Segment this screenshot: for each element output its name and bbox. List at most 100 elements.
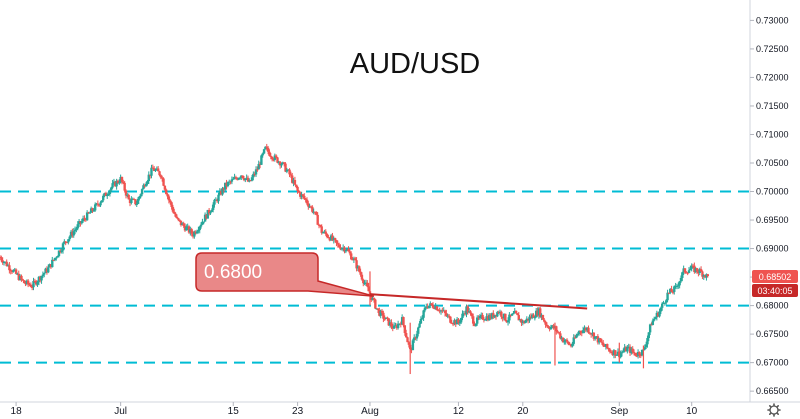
candle-body — [636, 352, 640, 356]
x-tick-label: 12 — [453, 406, 465, 417]
candle-body — [666, 292, 669, 301]
candle-body — [233, 177, 236, 179]
candle-body — [591, 332, 594, 335]
candle-body — [337, 244, 341, 248]
candle-body — [506, 320, 510, 323]
price-axis[interactable]: 0.73000 0.72500 0.72000 0.71500 0.71000 0.705… — [750, 15, 789, 396]
candle-body — [0, 257, 3, 261]
candle-body — [347, 249, 350, 252]
candle-body — [97, 204, 101, 206]
candle-body — [258, 163, 262, 165]
candle-body — [228, 181, 231, 183]
candle-body — [509, 314, 512, 316]
candle-body — [321, 232, 325, 234]
candle-body — [433, 307, 436, 309]
candle-body — [6, 265, 10, 267]
candle-body — [559, 333, 562, 339]
candle-body — [520, 319, 523, 323]
candle-body — [112, 181, 116, 184]
candle-body — [144, 183, 148, 187]
candle-body — [60, 250, 63, 252]
candle-body — [179, 220, 183, 226]
candle-body — [103, 193, 106, 196]
candle-body — [293, 180, 297, 185]
candle-body — [376, 308, 380, 310]
candle-body — [34, 281, 38, 285]
candle-body — [122, 181, 125, 183]
candle-body — [398, 323, 401, 325]
candle-body — [380, 310, 384, 313]
candle-body — [276, 157, 279, 163]
candle-body — [40, 276, 43, 281]
candle-body — [80, 221, 83, 224]
time-axis[interactable]: 18 Jul 15 23 Aug 12 20 Sep 10 — [11, 402, 698, 417]
candle-body — [16, 273, 19, 275]
candle-body — [686, 272, 689, 274]
candle-body — [529, 316, 533, 318]
candle-body — [364, 282, 368, 284]
candle-body — [463, 313, 467, 315]
candle-body — [284, 163, 287, 172]
candle-body — [26, 280, 30, 285]
gear-icon[interactable] — [767, 403, 781, 417]
candle-body — [378, 309, 381, 316]
candle-body — [305, 199, 309, 204]
candle-body — [104, 193, 108, 197]
x-tick-label: 18 — [11, 406, 23, 417]
candle-body — [240, 175, 243, 178]
candle-body — [12, 270, 15, 273]
candle-body — [513, 310, 516, 314]
candle-body — [53, 257, 57, 261]
candle-body — [257, 163, 260, 170]
candle-body — [248, 180, 251, 182]
candle-body — [256, 169, 259, 171]
candle-body — [246, 177, 250, 182]
candle-body — [450, 322, 453, 324]
candle-body — [139, 194, 142, 197]
candle-body — [33, 280, 37, 282]
candle-body — [36, 281, 39, 285]
candle-body — [116, 180, 120, 183]
candle-body — [71, 231, 74, 236]
candle-body — [87, 212, 90, 214]
candle-body — [674, 285, 677, 287]
candle-body — [273, 155, 277, 160]
candle-body — [588, 332, 592, 334]
candle-body — [114, 181, 117, 187]
candle-body — [44, 268, 47, 274]
candle-body — [115, 180, 118, 187]
candle-body — [556, 331, 559, 333]
candle-body — [386, 317, 389, 319]
candle-body — [394, 325, 397, 327]
candle-body — [528, 316, 531, 321]
candle-body — [332, 238, 335, 241]
candle-body — [498, 311, 502, 314]
last-price-value: 0.68502 — [759, 272, 792, 282]
candle-body — [514, 310, 518, 314]
candle-body — [682, 268, 685, 273]
candle-body — [703, 275, 707, 278]
candle-body — [396, 323, 400, 328]
candle-body — [222, 188, 226, 190]
x-tick-label: 23 — [292, 406, 304, 417]
candle-body — [383, 318, 386, 320]
candle-body — [584, 328, 587, 331]
candle-body — [691, 265, 695, 267]
candle-body — [581, 330, 585, 333]
candle-body — [564, 339, 567, 342]
candle-body — [453, 320, 456, 324]
candle-body — [573, 337, 577, 339]
candle-body — [237, 178, 240, 180]
candle-body — [411, 340, 415, 351]
candle-body — [324, 231, 327, 234]
candle-body — [583, 328, 586, 331]
candle-body — [359, 271, 362, 275]
candle-body — [299, 192, 302, 197]
candle-body — [375, 308, 378, 310]
candle-body — [59, 250, 62, 252]
candle-body — [333, 238, 337, 241]
candle-body — [201, 221, 204, 225]
candle-body — [150, 167, 153, 176]
candle-body — [488, 315, 491, 321]
